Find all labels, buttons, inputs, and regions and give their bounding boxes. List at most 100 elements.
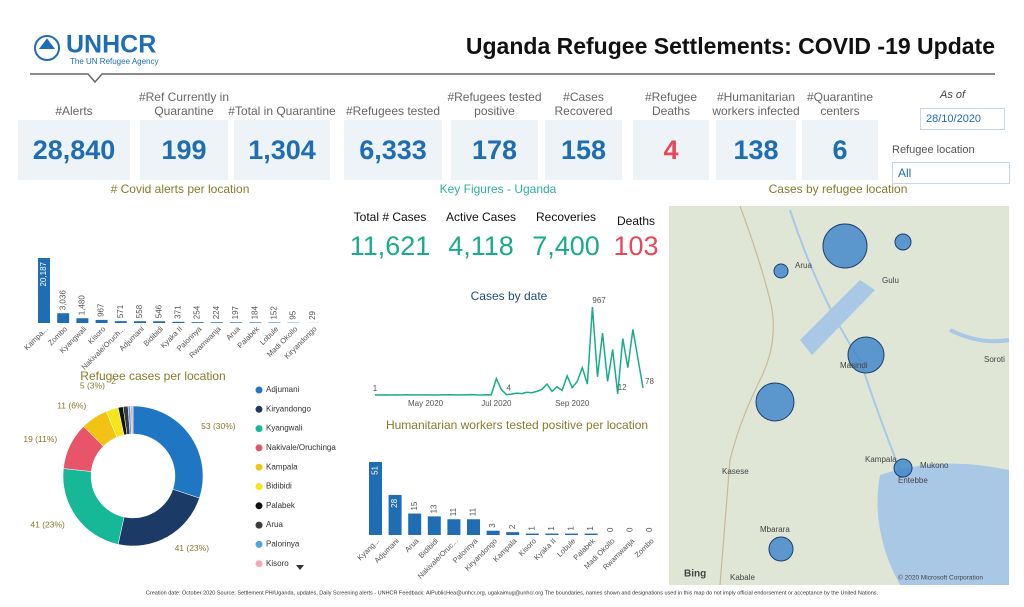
legend-swatch <box>255 463 263 471</box>
kpi-value: 199 <box>140 120 228 180</box>
value-label: 28 <box>390 498 399 507</box>
value-label: 3,036 <box>58 290 67 311</box>
key-figure-label: Active Cases <box>446 210 516 224</box>
x-tick-label: Jul 2020 <box>481 399 512 408</box>
line <box>374 306 644 396</box>
value-label: 51 <box>371 465 380 474</box>
map-label: Entebbe <box>898 476 928 485</box>
bar <box>486 530 500 535</box>
key-figure-value: 7,400 <box>532 231 600 261</box>
value-label: 19 (11%) <box>23 434 57 444</box>
value-label: 11 (6%) <box>57 400 86 410</box>
bar <box>134 321 146 323</box>
header-rule <box>30 73 995 84</box>
bar <box>95 319 108 323</box>
legend-swatch <box>255 521 263 529</box>
kpi-value: 4 <box>633 120 709 180</box>
scroll-arrow[interactable] <box>296 565 304 570</box>
bar <box>369 462 382 535</box>
value-label: 5 (3%) <box>80 381 105 391</box>
legend-swatch <box>255 425 263 433</box>
map-label: Arua <box>795 261 812 270</box>
location-dropdown[interactable]: All <box>892 162 1010 184</box>
value-label: 967 <box>592 296 606 305</box>
value-label: 571 <box>116 304 125 318</box>
value-label: 41 (23%) <box>175 543 210 553</box>
legend-label: Kisoro <box>266 559 289 568</box>
value-label: 12 <box>618 383 627 392</box>
map-label: Bing <box>684 569 706 580</box>
kpi-label: #Refugees tested positive <box>447 90 542 118</box>
kpi-value: 138 <box>716 120 796 180</box>
map-label: Kasese <box>722 467 749 476</box>
logo-mark <box>34 35 60 61</box>
value-label: 15 <box>410 501 419 510</box>
kpi-value: 178 <box>451 120 538 180</box>
key-figure-label: Deaths <box>617 214 655 228</box>
bar <box>408 513 422 535</box>
donut-slice <box>130 405 134 435</box>
key-figure-label: Recoveries <box>536 210 596 224</box>
map-label: Mbarara <box>760 525 790 534</box>
bar <box>388 494 402 535</box>
key-figure-value: 103 <box>613 231 658 261</box>
legend-label: Arua <box>266 520 283 529</box>
map-label: Masindi <box>840 361 868 370</box>
x-tick-label: Zombo <box>633 536 656 559</box>
bar <box>249 322 262 323</box>
value-label: 371 <box>174 305 183 319</box>
legend-swatch <box>255 560 263 568</box>
bar <box>76 318 89 323</box>
legend-swatch <box>255 405 263 413</box>
value-label: 95 <box>289 310 298 319</box>
date-dropdown[interactable]: 28/10/2020 <box>920 108 1005 130</box>
bar <box>506 532 520 535</box>
value-label: 152 <box>270 306 279 320</box>
key-figure-label: Total # Cases <box>354 210 427 224</box>
kpi-value: 1,304 <box>234 120 330 180</box>
key-figure-value: 4,118 <box>448 231 514 261</box>
map-label: Gulu <box>882 276 899 285</box>
value-label: 3 <box>488 523 497 528</box>
kpi-value: 28,840 <box>18 120 130 180</box>
value-label: 4 <box>506 384 511 393</box>
donut-slice <box>117 488 200 547</box>
value-label: 2 <box>111 376 116 386</box>
kpi-value: 6,333 <box>344 120 442 180</box>
map-title: Cases by refugee location <box>769 182 908 196</box>
value-label: 0 <box>625 527 634 532</box>
map-label: Kabale <box>730 573 755 582</box>
legend-swatch <box>255 444 263 452</box>
value-label: 11 <box>469 507 478 516</box>
bar <box>38 258 50 323</box>
map-label: Kampala <box>865 455 897 464</box>
bar <box>210 322 223 323</box>
bar <box>565 533 578 535</box>
map-label: Soroti <box>984 355 1005 364</box>
kpi-label: #Quarantine centers <box>806 90 874 118</box>
x-tick-label: May 2020 <box>408 399 444 408</box>
value-label: 13 <box>429 504 438 513</box>
x-tick-label: Palabek <box>235 324 261 350</box>
kpi-label: #Alerts <box>55 104 93 118</box>
bar <box>153 321 166 323</box>
kpi-label: #Refugee Deaths <box>644 90 698 118</box>
legend-swatch <box>255 386 263 394</box>
kpi-label: #Cases Recovered <box>554 90 613 118</box>
legend-label: Bidibidi <box>266 482 292 491</box>
key-figure-value: 11,621 <box>350 231 431 261</box>
bar <box>427 516 441 535</box>
value-label: 184 <box>250 306 259 320</box>
legend-label: Palabek <box>266 501 296 510</box>
value-label: 558 <box>135 304 144 318</box>
value-label: 254 <box>193 305 202 319</box>
as-of-label: As of <box>939 89 966 101</box>
bar <box>584 533 598 535</box>
legend-label: Adjumani <box>266 385 300 394</box>
map-label: © 2020 Microsoft Corporation <box>898 574 983 582</box>
value-label: 224 <box>212 305 221 319</box>
kpi-label: #Total in Quarantine <box>228 104 336 118</box>
value-label: 2 <box>508 524 517 529</box>
